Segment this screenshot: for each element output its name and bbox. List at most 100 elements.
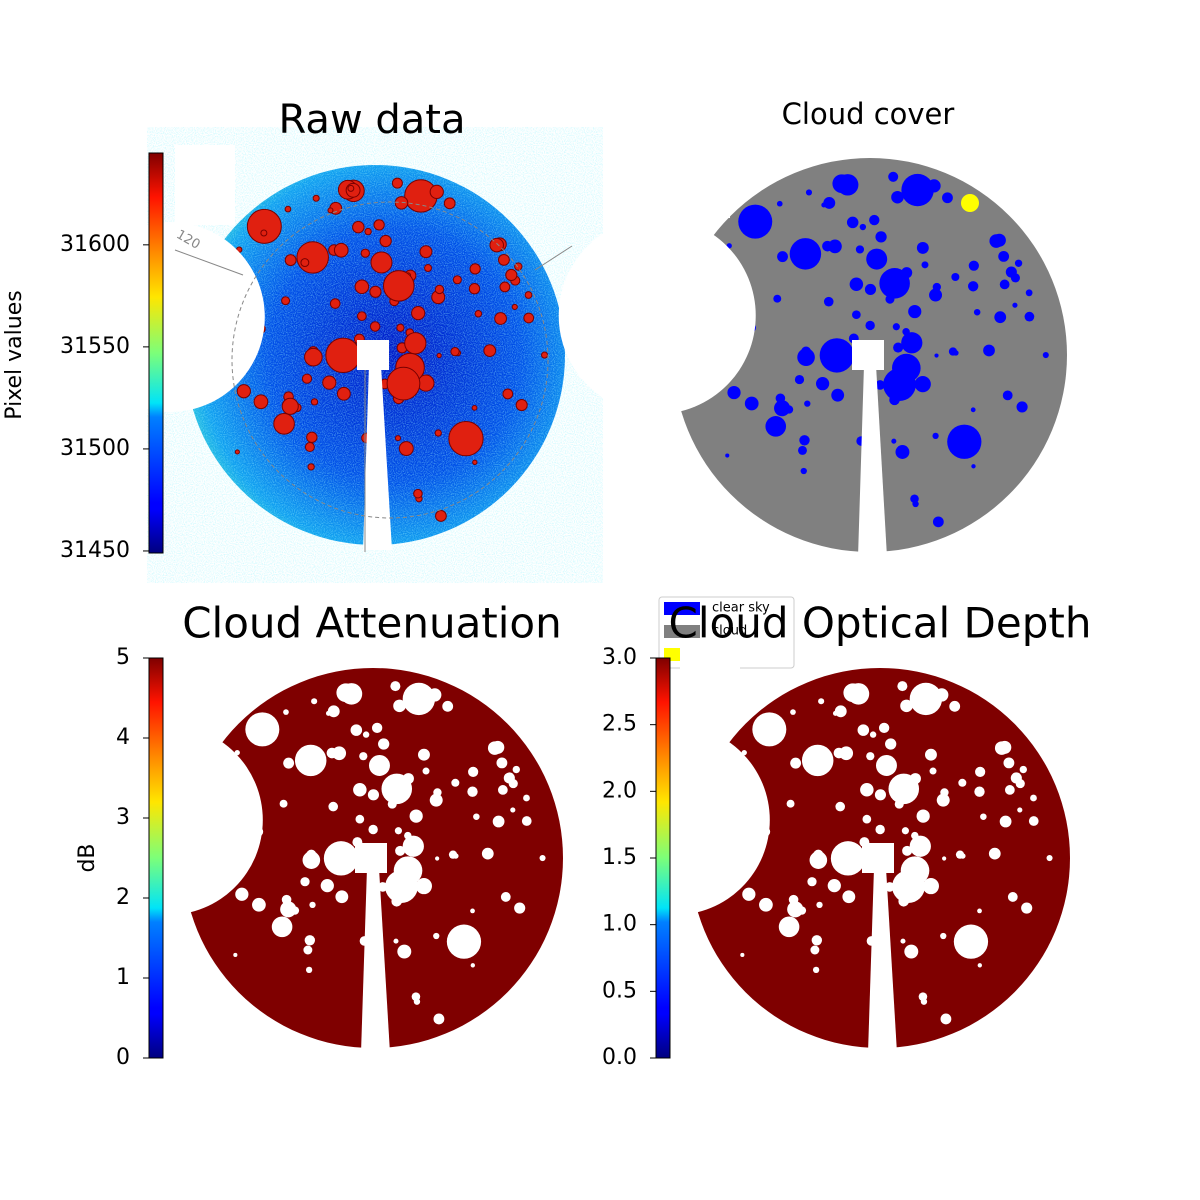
mast-head [852,340,884,370]
cloud-gap [390,681,401,692]
cloud-gap [369,321,381,332]
cloud-gap [827,879,841,893]
panel [579,648,1070,1053]
cloud-gap [831,388,845,402]
cloud-gap [377,882,388,892]
cloud-gap [869,731,877,738]
cloud-gap [494,312,507,325]
cloud-gap [541,351,549,359]
cloud-gap [786,799,795,808]
cloud-gap [900,938,906,944]
cloud-gap [942,192,953,204]
cloud-gap [354,279,370,295]
cloud-gap [443,197,456,210]
polar-axis [534,245,573,271]
cloud-gap [842,890,856,904]
cloud-gap [821,202,827,208]
cloud-gap [370,251,393,274]
cloud-gap [252,897,266,912]
cloud-gap [892,323,900,331]
cloud-gap [333,242,349,258]
cloud-gap [800,467,807,475]
panel-title: Cloud Optical Depth [669,599,1092,648]
cloud-gap [777,251,788,263]
cloud-gap [828,239,842,254]
cloud-gap [810,945,820,955]
cloud-gap [862,814,872,824]
cloud-gap [428,688,442,702]
cloud-gap [359,752,368,761]
cloud-gap [307,463,315,471]
cloud-gap [793,255,802,264]
cloud-gap [304,935,316,946]
colorbar-tick-label: 31550 [60,334,130,359]
cloud-gap [805,189,813,196]
cloud-gap [505,268,518,282]
cloud-gap [936,793,950,807]
cloud-gap [988,847,1001,860]
cloud-gap [857,724,870,736]
cloud-gap [878,722,890,734]
cloud-gap [352,220,365,234]
cloud-gap [422,767,430,775]
cloud-gap [765,733,772,740]
cloud-gap [524,291,533,299]
cloud-gap [402,682,436,716]
cloud-gap [448,421,484,457]
cloud-gap [901,173,934,207]
cloud-gap [774,400,791,417]
cloud-gap [869,214,880,226]
cloud-gap [967,281,979,292]
cloud-gap [799,435,810,446]
cloud-gap [281,397,299,415]
cloud-gap [281,296,291,306]
cloud-gap [393,938,399,944]
cloud-gap [883,368,916,402]
cloud-gap [411,305,426,321]
colorbar-tick-label: 2 [116,885,130,910]
cloud-gap [765,416,787,437]
cloud-gap [470,963,475,968]
cloud-gap [442,700,454,712]
cloud-gap [1016,401,1028,413]
cloud-gap [336,386,351,401]
cloud-gap [234,449,240,455]
cloud-gap [429,184,444,200]
cloud-gap [497,785,508,795]
cloud-gap [866,752,875,761]
cloud-gap [474,309,483,318]
colorbar-tick-label: 0.0 [602,1045,637,1070]
cloud-gap [434,429,442,437]
cloud-gap [271,916,293,938]
colorbar-tick-label: 1.0 [602,912,637,937]
colorbar-tick-label: 0 [116,1045,130,1070]
cloud-gap [1017,807,1023,813]
mast [363,365,392,550]
cloud-gap [320,879,334,893]
cloud-gap [279,799,288,808]
mask [72,725,263,915]
cloud-gap [500,892,511,902]
cloud-gap [345,688,352,695]
cloud-gap [424,264,433,273]
mask [680,648,740,728]
cloud-gap [328,801,339,812]
cloud-gap [503,772,515,784]
cloud-gap [433,1013,445,1025]
colorbar-tick-label: 2.0 [602,778,637,803]
polar-grid [231,201,549,519]
mast [361,868,390,1053]
cloud-gap [378,738,390,750]
cloud-gap [304,347,323,367]
cloud-gap [940,788,949,797]
legend-patch [664,625,700,638]
cloud-gap [364,227,372,236]
cloud-gap [379,234,392,248]
colorbar [148,152,164,554]
legend-patch [664,602,700,615]
cloud-gap [386,366,421,401]
cloud-gap [1010,772,1022,784]
cloud-gap [304,442,315,452]
cloud-gap [309,901,316,909]
mast-head [355,843,387,873]
